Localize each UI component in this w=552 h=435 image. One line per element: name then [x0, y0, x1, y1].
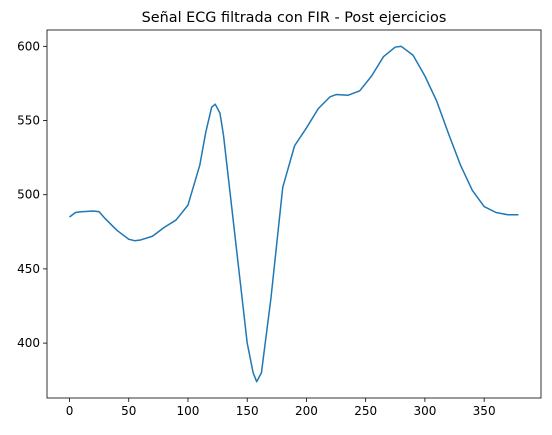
x-tick-label: 350 — [473, 404, 496, 418]
x-tick-label: 300 — [413, 404, 436, 418]
x-tick-label: 0 — [66, 404, 74, 418]
chart-title: Señal ECG filtrada con FIR - Post ejerci… — [142, 10, 447, 26]
line — [69, 45, 519, 383]
y-tick-label: 550 — [17, 114, 40, 128]
x-tick-label: 100 — [177, 404, 200, 418]
y-tick-label: 450 — [17, 262, 40, 276]
x-tick-label: 50 — [121, 404, 136, 418]
y-tick-label: 400 — [17, 336, 40, 350]
x-tick-label: 150 — [236, 404, 259, 418]
axes-frame — [46, 29, 542, 399]
y-tick-label: 600 — [17, 39, 40, 53]
y-tick-label: 500 — [17, 188, 40, 202]
x-tick-label: 200 — [295, 404, 318, 418]
x-tick-label: 250 — [354, 404, 377, 418]
